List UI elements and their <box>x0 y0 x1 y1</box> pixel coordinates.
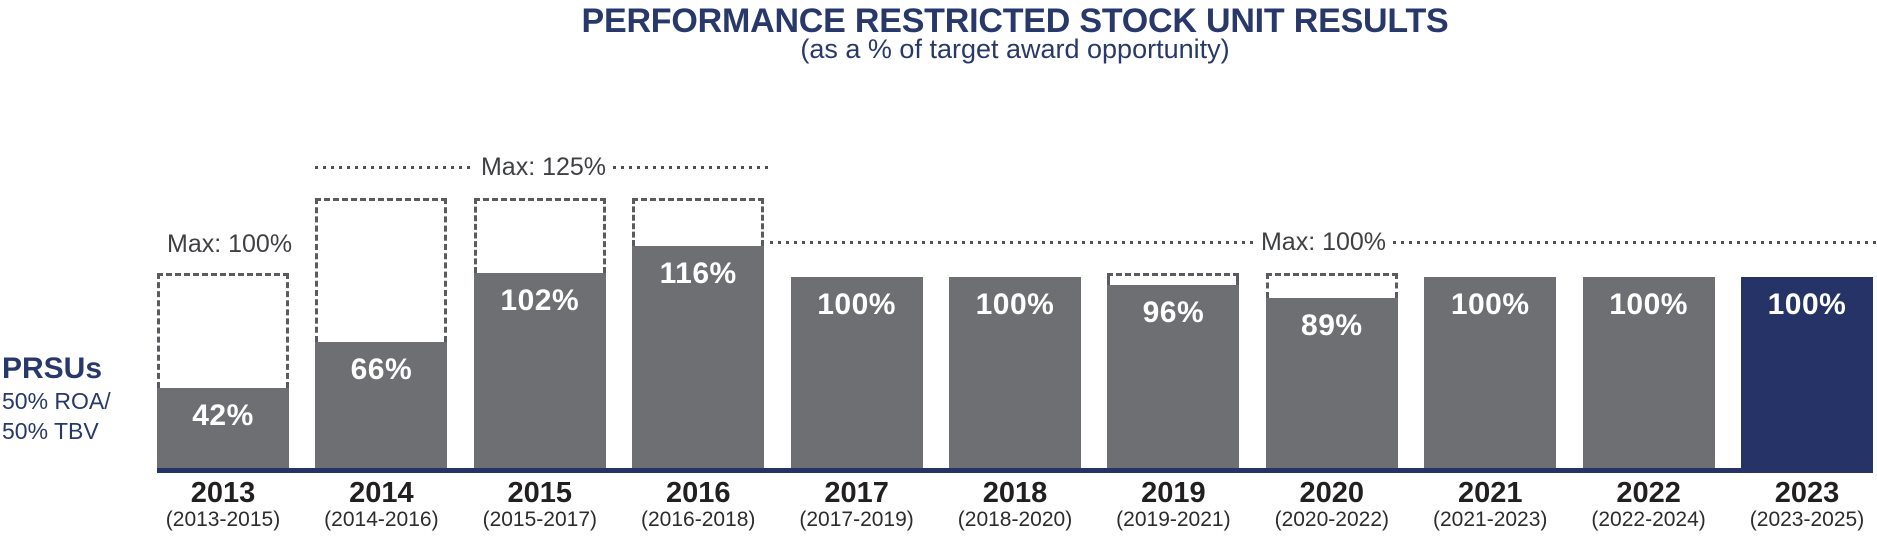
max-opportunity-box-2014 <box>315 198 448 342</box>
bar-2015: 102% <box>473 273 606 468</box>
year-label-2019: 2019 <box>1141 477 1206 509</box>
period-label-2017: (2017-2019) <box>799 508 914 531</box>
max-100-left-label: Max: 100% <box>167 230 293 258</box>
period-label-2013: (2013-2015) <box>165 508 281 531</box>
year-label-2018: 2018 <box>982 477 1048 509</box>
year-label-2013: 2013 <box>190 477 256 509</box>
dotted-leader-right <box>1393 240 1877 244</box>
series-metric-roa: 50% ROA/ <box>2 388 111 414</box>
bar-value-label: 100% <box>1450 288 1530 321</box>
bar-2018: 100% <box>949 277 1081 468</box>
series-name: PRSUs <box>2 352 103 385</box>
max-125-annotation: Max: 125% <box>315 152 772 182</box>
series-axis-label: PRSUs 50% ROA/ 50% TBV <box>2 352 111 446</box>
year-label-2014: 2014 <box>349 477 414 509</box>
bar-2022: 100% <box>1582 277 1715 468</box>
period-label-2015: (2015-2017) <box>482 508 597 531</box>
bar-value-label: 100% <box>1767 288 1847 321</box>
period-label-2022: (2022-2024) <box>1591 508 1706 531</box>
dotted-leader-left <box>770 240 1254 244</box>
max-opportunity-box-2019 <box>1107 273 1240 285</box>
bar-value-label: 102% <box>500 284 580 317</box>
year-label-2021: 2021 <box>1457 477 1523 509</box>
bar-value-label: 100% <box>1609 288 1688 321</box>
bar-2023: 100% <box>1741 277 1873 468</box>
year-label-2023: 2023 <box>1774 477 1840 509</box>
period-label-2014: (2014-2016) <box>324 508 439 531</box>
bar-2017: 100% <box>790 277 923 468</box>
bar-value-label: 96% <box>1142 296 1205 329</box>
bar-value-label: 100% <box>817 288 896 321</box>
bar-value-label: 89% <box>1301 309 1363 342</box>
max-100-right-annotation: Max: 100% <box>770 227 1877 257</box>
period-label-2018: (2018-2020) <box>957 508 1073 531</box>
bar-value-label: 100% <box>975 288 1055 321</box>
bar-value-label: 116% <box>659 257 737 290</box>
period-label-2016: (2016-2018) <box>640 508 756 531</box>
year-label-2022: 2022 <box>1616 477 1681 509</box>
max-opportunity-box-2020 <box>1265 273 1398 298</box>
series-metric-tbv: 50% TBV <box>2 418 99 444</box>
period-label-2020: (2020-2022) <box>1274 508 1389 531</box>
bar-2014: 66% <box>315 342 448 468</box>
year-label-2020: 2020 <box>1299 477 1365 509</box>
year-label-2016: 2016 <box>665 477 731 509</box>
chart-title: PERFORMANCE RESTRICTED STOCK UNIT RESULT… <box>581 2 1449 40</box>
max-100-right-label: Max: 100% <box>1260 227 1387 256</box>
year-label-2017: 2017 <box>824 477 889 509</box>
dotted-leader-left <box>315 165 474 169</box>
period-label-2021: (2021-2023) <box>1432 508 1548 531</box>
max-125-label: Max: 125% <box>480 152 607 181</box>
bar-value-label: 66% <box>350 353 413 386</box>
year-label-2015: 2015 <box>507 477 573 509</box>
bar-2013: 42% <box>157 388 289 468</box>
bar-value-label: 42% <box>192 399 254 432</box>
bar-2019: 96% <box>1107 285 1240 468</box>
period-label-2023: (2023-2025) <box>1749 508 1865 531</box>
x-axis-line <box>157 468 1873 473</box>
bar-2021: 100% <box>1424 277 1557 468</box>
max-opportunity-box-2015 <box>473 198 606 273</box>
max-opportunity-box-2016 <box>632 198 765 246</box>
bar-2016: 116% <box>632 246 765 468</box>
max-opportunity-box-2013 <box>157 273 289 388</box>
bar-2020: 89% <box>1265 298 1398 468</box>
period-label-2019: (2019-2021) <box>1116 508 1231 531</box>
chart-subtitle: (as a % of target award opportunity) <box>800 34 1230 64</box>
dotted-leader-right <box>613 165 772 169</box>
